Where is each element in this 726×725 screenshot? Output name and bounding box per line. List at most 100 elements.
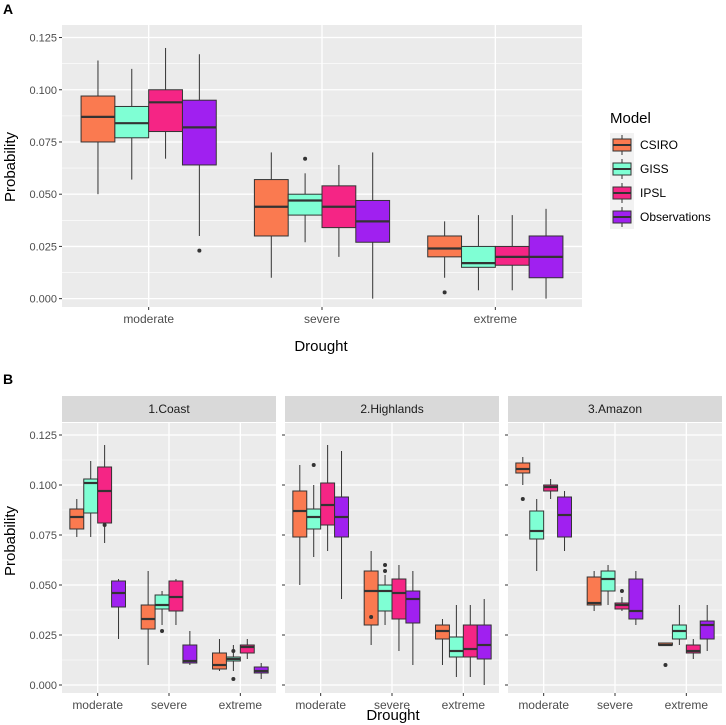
legend-title: Model — [610, 110, 651, 127]
y-tick-label: 0.075 — [29, 137, 57, 149]
outlier-point — [102, 523, 107, 527]
y-tick-label: 0.125 — [29, 33, 57, 45]
x-tick-label: severe — [151, 698, 187, 712]
box — [476, 624, 492, 660]
y-tick-label: 0.025 — [29, 241, 57, 253]
x-tick-label: moderate — [295, 698, 346, 712]
box — [182, 644, 198, 664]
box — [140, 604, 156, 630]
legend-key-observations — [610, 205, 634, 229]
box-observations-moderate — [111, 579, 126, 639]
box-giss-moderate — [529, 499, 545, 571]
box-ipsl-moderate — [148, 47, 183, 159]
box-csiro-moderate — [515, 457, 531, 501]
facet-highlands: 2.Highlands moderate severe extreme — [282, 396, 499, 712]
y-tick-label: 0.075 — [29, 530, 57, 542]
box — [69, 508, 85, 530]
facet-strip — [62, 396, 276, 422]
box — [557, 496, 572, 538]
box-ipsl-severe — [321, 164, 357, 257]
panel-b-ylabel: Probability — [2, 505, 19, 576]
box-csiro-extreme — [427, 221, 463, 295]
facet-strip — [285, 396, 499, 422]
legend-key-ipsl — [610, 181, 634, 205]
box-giss-moderate — [83, 461, 99, 537]
outlier-point — [369, 615, 374, 619]
box-csiro-severe — [586, 571, 602, 611]
box — [628, 578, 644, 620]
x-tick-label: moderate — [72, 698, 123, 712]
facet-strip-label: 1.Coast — [148, 402, 190, 416]
panel-a-xlabel: Drought — [294, 338, 348, 355]
panel-a-plot: 0.000 0.025 0.050 0.075 0.100 0.125 moderate se… — [29, 25, 582, 326]
box-observations-extreme — [253, 663, 269, 679]
box-csiro-severe — [363, 551, 379, 645]
box — [292, 490, 308, 538]
x-tick-label: severe — [597, 698, 633, 712]
legend-label: GISS — [640, 162, 669, 176]
box-ipsl-severe — [391, 565, 407, 651]
box — [427, 235, 463, 258]
x-tick-label: moderate — [518, 698, 569, 712]
outlier-point — [160, 629, 165, 633]
box-giss-moderate — [114, 68, 150, 180]
box-observations-extreme — [528, 208, 564, 299]
box — [148, 89, 183, 133]
legend-label: IPSL — [640, 186, 666, 200]
panel-b-xlabel: Drought — [366, 707, 420, 724]
panel-a-ylabel: Probability — [2, 131, 19, 202]
box-observations-extreme — [699, 605, 715, 651]
box — [212, 652, 227, 670]
box — [586, 576, 602, 606]
box-ipsl-severe — [614, 589, 630, 611]
box-giss-extreme — [225, 645, 241, 681]
box-csiro-moderate — [80, 60, 116, 195]
y-tick-label: 0.100 — [29, 85, 57, 97]
facet-strip-label: 3.Amazon — [588, 402, 642, 416]
box-giss-severe — [287, 156, 323, 243]
box-observations-severe — [405, 571, 421, 665]
box — [448, 636, 464, 658]
box-ipsl-moderate — [543, 479, 559, 499]
box-csiro-severe — [253, 152, 289, 278]
x-tick-label: moderate — [123, 312, 174, 326]
box-observations-moderate — [181, 54, 217, 253]
box — [529, 510, 545, 540]
box — [287, 193, 323, 216]
box-ipsl-extreme — [462, 605, 478, 677]
box — [154, 594, 170, 610]
box-ipsl-extreme — [685, 639, 701, 659]
outlier-point — [231, 649, 236, 653]
box-giss-extreme — [671, 605, 687, 645]
y-tick-label: 0.100 — [29, 480, 57, 492]
panel-a-label: A — [3, 1, 13, 17]
y-tick-label: 0.000 — [29, 680, 57, 692]
box — [306, 508, 322, 530]
panel-b-label: B — [3, 371, 13, 387]
y-tick-label: 0.050 — [29, 580, 57, 592]
box — [97, 466, 113, 524]
box-csiro-extreme — [435, 619, 450, 665]
box-giss-extreme — [448, 605, 464, 677]
legend-key-giss — [610, 157, 634, 181]
outlier-point — [383, 563, 388, 567]
box-observations-moderate — [334, 451, 349, 599]
x-tick-label: extreme — [665, 698, 709, 712]
outlier-point — [663, 663, 668, 667]
facet-strip — [508, 396, 722, 422]
x-tick-label: extreme — [442, 698, 486, 712]
box — [239, 644, 255, 654]
outlier-point — [311, 463, 316, 467]
x-tick-label: severe — [374, 698, 410, 712]
panel-b-plot: 1.Coast 0.000 0.025 0.050 0.075 0.100 0.125 mod… — [29, 396, 722, 712]
box — [181, 99, 217, 166]
legend-label: Observations — [640, 210, 711, 224]
outlier-point — [520, 497, 525, 501]
box-observations-extreme — [476, 599, 492, 685]
facet-coast: 1.Coast 0.000 0.025 0.050 0.075 0.100 0.125 mod… — [29, 396, 276, 712]
y-tick-label: 0.125 — [29, 430, 57, 442]
box — [685, 644, 701, 654]
box-giss-severe — [377, 563, 393, 625]
outlier-point — [197, 248, 202, 253]
outlier-point — [619, 589, 624, 593]
